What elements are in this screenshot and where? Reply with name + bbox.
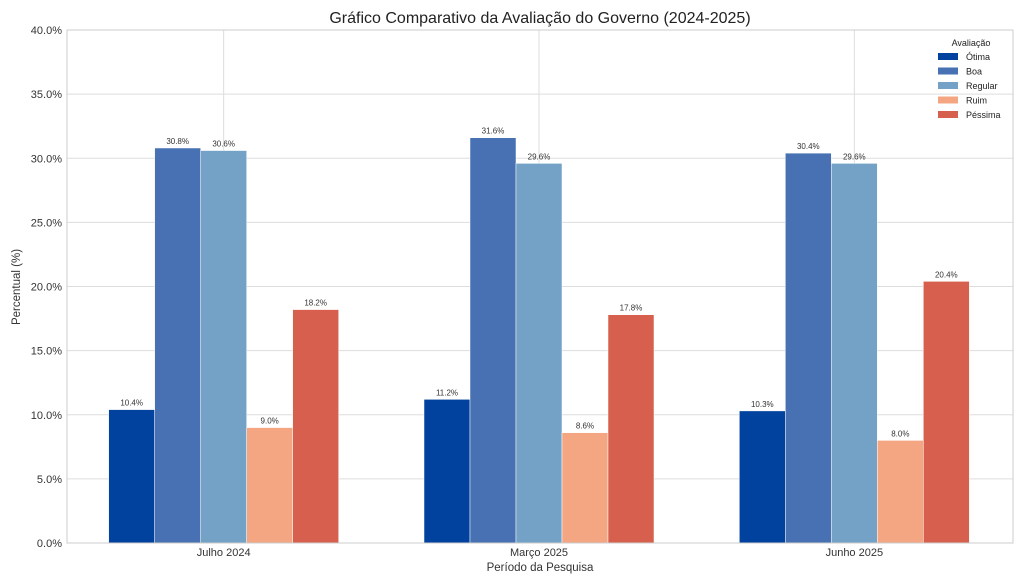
- legend-swatch: [938, 53, 958, 60]
- legend-label: Ótima: [966, 52, 990, 62]
- bar-ótima: [108, 409, 155, 544]
- bar-regular: [831, 163, 878, 544]
- legend-label: Ruim: [966, 96, 987, 106]
- legend-title: Avaliação: [952, 38, 991, 48]
- legend-label: Regular: [966, 81, 998, 91]
- y-tick-label: 20.0%: [31, 282, 62, 294]
- bar-boa: [785, 152, 832, 544]
- y-tick-label: 15.0%: [31, 346, 62, 358]
- y-axis-ticks: 0.0% 5.0% 10.0% 15.0% 20.0% 25.0% 30.0% 35.0% 40…: [31, 25, 62, 550]
- bar-ótima: [423, 399, 471, 544]
- bar-value-label: 29.6%: [528, 152, 551, 161]
- x-tick-label: Março 2025: [510, 547, 568, 559]
- bar-boa: [154, 147, 201, 544]
- bar-value-label: 11.2%: [436, 388, 458, 397]
- bar-value-label: 10.3%: [751, 400, 774, 409]
- bar-value-label: 30.8%: [166, 137, 189, 146]
- y-tick-label: 5.0%: [37, 474, 62, 486]
- y-axis-label: Percentual (%): [11, 249, 23, 325]
- bar-regular: [200, 150, 247, 544]
- bar-ruim: [246, 427, 293, 544]
- x-axis-label: Período da Pesquisa: [487, 562, 594, 574]
- y-tick-label: 10.0%: [31, 410, 62, 422]
- bar-value-label: 20.4%: [935, 270, 958, 279]
- bar-value-label: 17.8%: [620, 304, 643, 313]
- x-tick-label: Junho 2025: [826, 547, 884, 559]
- bar-péssima: [607, 314, 655, 544]
- bar-ótima: [739, 410, 786, 544]
- bar-value-label: 31.6%: [482, 127, 505, 136]
- legend-swatch: [938, 96, 958, 104]
- bar-regular: [515, 163, 563, 544]
- x-tick-label: Julho 2024: [197, 547, 251, 559]
- bar-ruim: [561, 432, 609, 544]
- legend-swatch: [938, 82, 958, 89]
- legend-label: Boa: [966, 67, 982, 77]
- y-tick-label: 35.0%: [31, 89, 62, 101]
- bar-value-label: 8.6%: [576, 422, 594, 431]
- y-tick-label: 0.0%: [37, 538, 62, 550]
- bar-ruim: [877, 440, 924, 544]
- bar-value-label: 18.2%: [304, 299, 327, 308]
- y-tick-label: 25.0%: [31, 217, 62, 229]
- bar-labels: 10.4% 30.8% 30.6% 9.0% 18.2% 11.2% 31.6% 29.6% 8…: [120, 127, 957, 439]
- bar-value-label: 30.4%: [797, 142, 820, 151]
- y-tick-label: 30.0%: [31, 153, 62, 165]
- y-tick-label: 40.0%: [31, 25, 62, 37]
- plot-frame: [66, 29, 1014, 544]
- bar-value-label: 29.6%: [843, 152, 866, 161]
- legend: Avaliação Ótima Boa Regular Ruim Péssima: [938, 38, 1001, 120]
- x-axis-ticks: Julho 2024 Março 2025 Junho 2025: [197, 547, 883, 559]
- bar-value-label: 10.4%: [120, 399, 143, 408]
- bar-value-label: 30.6%: [212, 140, 235, 149]
- bars: [108, 137, 970, 544]
- legend-swatch: [938, 67, 958, 75]
- chart-title: Gráfico Comparativo da Avaliação do Gove…: [329, 10, 750, 27]
- bar-boa: [469, 137, 517, 544]
- legend-swatch: [938, 111, 958, 118]
- legend-label: Péssima: [966, 110, 1001, 120]
- bar-péssima: [292, 309, 339, 544]
- bar-value-label: 8.0%: [891, 429, 909, 438]
- bar-value-label: 9.0%: [261, 417, 279, 426]
- bar-péssima: [923, 281, 970, 544]
